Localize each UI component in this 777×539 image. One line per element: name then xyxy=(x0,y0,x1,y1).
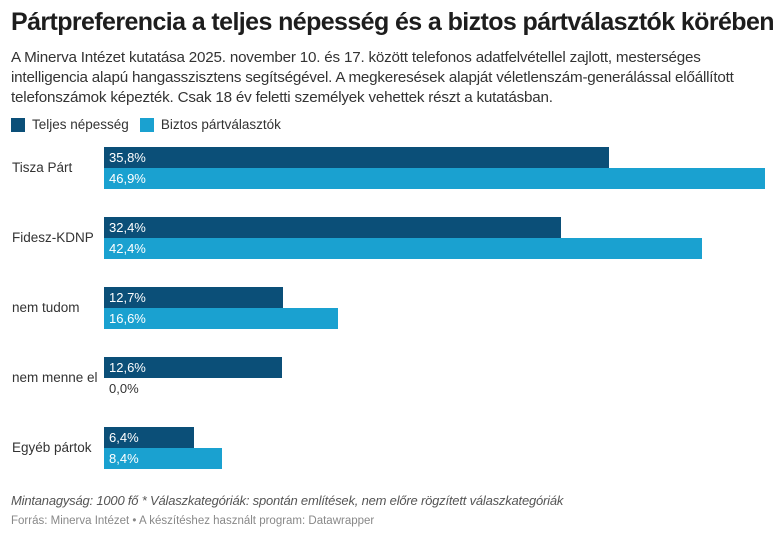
bar-teljes xyxy=(104,357,282,378)
chart-notes: Mintanagyság: 1000 fő * Válaszkategóriák… xyxy=(11,493,564,508)
category-label: nem menne el xyxy=(12,370,98,385)
bar-value-label: 35,8% xyxy=(109,150,146,165)
bar-value-label: 8,4% xyxy=(109,451,139,466)
category-label: Tisza Párt xyxy=(12,160,73,175)
bar-value-label: 12,7% xyxy=(109,290,146,305)
bar-biztos xyxy=(104,308,338,329)
bar-teljes xyxy=(104,427,195,448)
bar-teljes xyxy=(104,217,561,238)
category-label: Fidesz-KDNP xyxy=(12,230,94,245)
bar-value-label: 42,4% xyxy=(109,241,146,256)
legend-item-biztos: Biztos pártválasztók xyxy=(139,117,281,132)
category-label: Egyéb pártok xyxy=(12,440,92,455)
bar-value-label: 12,6% xyxy=(109,360,146,375)
bar-value-label: 32,4% xyxy=(109,220,146,235)
bar-chart: Tisza Párt 35,8% 46,9% Fidesz-KDNP 32,4% 42,4… xyxy=(0,140,777,480)
bar-biztos xyxy=(104,238,702,259)
chart-description: A Minerva Intézet kutatása 2025. novembe… xyxy=(11,49,734,106)
bar-biztos xyxy=(104,168,765,189)
bar-value-label: 46,9% xyxy=(109,171,146,186)
chart-source: Forrás: Minerva Intézet • A készítéshez … xyxy=(11,515,375,527)
legend-item-teljes: Teljes népesség xyxy=(11,117,129,132)
bar-value-label: 16,6% xyxy=(109,311,146,326)
bar-biztos xyxy=(104,448,223,469)
legend-label-biztos: Biztos pártválasztók xyxy=(160,117,281,132)
legend-swatch-teljes xyxy=(11,117,25,132)
bar-value-label: 6,4% xyxy=(109,430,139,445)
legend-swatch-biztos xyxy=(139,117,154,132)
category-label: nem tudom xyxy=(12,300,80,315)
legend: Teljes népesség Biztos pártválasztók xyxy=(11,117,292,132)
bar-teljes xyxy=(104,287,283,308)
bar-teljes xyxy=(104,147,609,168)
chart-title: Pártpreferencia a teljes népesség és a b… xyxy=(11,8,775,36)
legend-label-teljes: Teljes népesség xyxy=(32,117,129,132)
bar-value-label: 0,0% xyxy=(109,381,139,396)
